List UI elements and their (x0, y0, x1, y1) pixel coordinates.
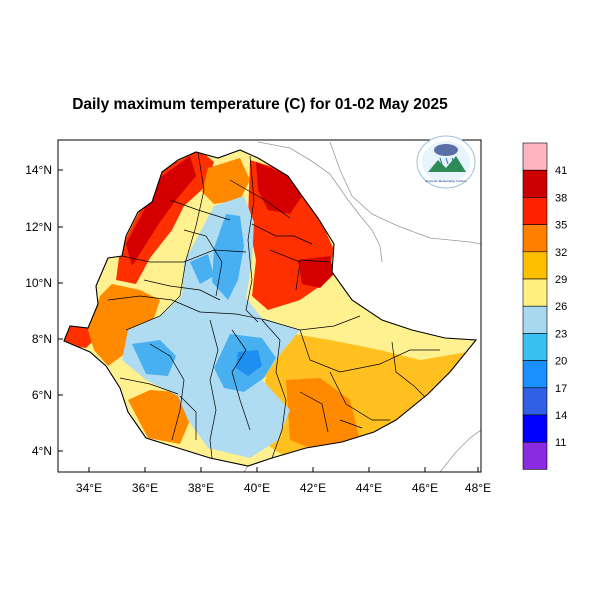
lat-tick-label: 8°N (32, 332, 52, 346)
admin-boundaries (107, 151, 440, 459)
field-south-warm (286, 378, 360, 452)
field-central-cold (190, 254, 214, 284)
plot-frame (57, 139, 482, 473)
logo-caption: Ethiopian Meteorology Institute (425, 179, 467, 183)
lat-tick-label: 6°N (32, 388, 52, 402)
legend-label: 14 (555, 410, 567, 422)
legend-swatch (522, 169, 548, 198)
legend-label: 41 (555, 165, 567, 177)
legend-label: 26 (555, 301, 567, 313)
legend-swatch (522, 333, 548, 361)
lon-tick-label: 34°E (76, 481, 102, 495)
field-northwest-very-hot (126, 156, 196, 266)
temperature-field (64, 150, 476, 466)
map-title: Daily maximum temperature (C) for 01-02 … (72, 96, 448, 113)
lon-tick-label: 48°E (465, 481, 491, 495)
legend-label: 29 (555, 274, 567, 286)
field-bale-colder (236, 350, 262, 376)
lon-tick-label: 44°E (356, 481, 382, 495)
legend-swatch (522, 142, 548, 171)
legend-swatch (522, 387, 548, 416)
color-legend: 41 38 35 32 29 26 23 20 17 14 11 (522, 142, 567, 470)
legend-swatch (522, 278, 548, 307)
lon-tick-label: 36°E (132, 481, 158, 495)
legend-swatch (522, 414, 548, 443)
legend-label: 17 (555, 383, 567, 395)
field-north-central-warm (202, 158, 250, 204)
lat-tick-label: 12°N (25, 220, 52, 234)
legend-swatch (522, 305, 548, 334)
ethiopian-meteorology-institute-logo: Ethiopian Meteorology Institute (416, 135, 476, 189)
legend-swatch (522, 197, 548, 225)
neighbor-borders (243, 141, 481, 472)
lat-tick-label: 14°N (25, 163, 52, 177)
lat-tick-label: 10°N (25, 276, 52, 290)
lat-tick-label: 4°N (32, 444, 52, 458)
ethiopia-border (63, 149, 478, 467)
field-southwest-cold (132, 340, 176, 376)
legend-label: 11 (555, 437, 566, 449)
legend-swatch (522, 224, 548, 253)
lon-tick-label: 42°E (300, 481, 326, 495)
legend-label: 20 (555, 356, 567, 368)
legend-swatch (522, 441, 548, 470)
legend-label: 35 (555, 220, 567, 232)
lon-tick-label: 40°E (244, 481, 270, 495)
latitude-axis: 14°N 12°N 10°N 8°N 6°N 4°N (25, 163, 63, 458)
field-west-hot (64, 326, 96, 348)
legend-label: 38 (555, 192, 567, 204)
field-afar-east-hot (298, 256, 334, 288)
longitude-axis: 34°E 36°E 38°E 40°E 42°E 44°E 46°E 48°E (76, 467, 491, 495)
legend-label: 23 (555, 328, 567, 340)
legend-swatch (522, 360, 548, 389)
field-afar-very-hot (256, 162, 302, 214)
lon-tick-label: 46°E (412, 481, 438, 495)
field-highlands-cold (212, 214, 244, 300)
lon-tick-label: 38°E (188, 481, 214, 495)
legend-label: 32 (555, 247, 567, 259)
legend-swatch (522, 251, 548, 280)
field-west-warm (88, 284, 160, 366)
field-highlands-cool (122, 196, 300, 458)
